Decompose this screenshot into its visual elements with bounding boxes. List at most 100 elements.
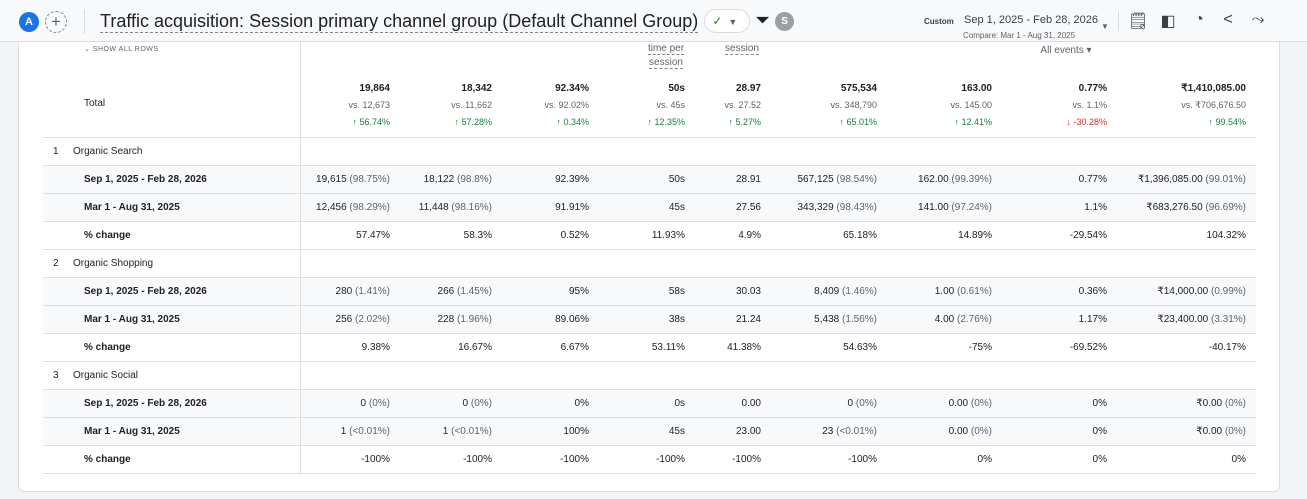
cell-value: ₹1,396,085.00 <box>1137 173 1203 185</box>
table-cell: 8,409 (1.46%) <box>771 277 887 306</box>
cell-share: (2.76%) <box>956 313 992 325</box>
add-comparison-button[interactable]: + <box>45 11 67 33</box>
table-cell: 38s <box>599 305 695 334</box>
table-cell: -100% <box>300 445 400 474</box>
date-dropdown-icon[interactable]: ▼ <box>1101 22 1109 31</box>
share-icon[interactable]: < <box>1223 11 1233 28</box>
filter-icon[interactable]: ⏷ <box>756 12 770 29</box>
channel-name: Organic Search <box>73 145 143 157</box>
change-value: ↑ 12.41% <box>954 116 992 127</box>
group-row[interactable]: 2 Organic Shopping <box>43 249 1256 278</box>
total-value: 575,534 <box>840 82 877 94</box>
cell-value: 11.93% <box>651 229 685 241</box>
date-range-picker[interactable]: Sep 1, 2025 - Feb 28, 2026 <box>964 14 1098 26</box>
cell-value: 0.00 <box>948 397 969 409</box>
cell-value: 0% <box>977 453 992 465</box>
table-cell: 1 (<0.01%) <box>300 417 400 446</box>
cell-value: 0% <box>1092 453 1107 465</box>
cell-value: 23 <box>822 425 834 437</box>
row-label: Mar 1 - Aug 31, 2025 <box>43 305 301 334</box>
cell-share: (1.45%) <box>456 285 492 297</box>
spark-icon[interactable]: ⤳ <box>1251 11 1265 28</box>
page-title: Traffic acquisition: Session primary cha… <box>100 10 699 33</box>
cell-value: 0 <box>462 397 469 409</box>
group-row[interactable]: 3 Organic Social <box>43 361 1256 390</box>
table-cell: 16.67% <box>400 333 502 362</box>
comparison-value: vs. 145.00 <box>950 99 992 110</box>
cell-value: 1 <box>340 425 347 437</box>
table-cell: 0.52% <box>502 221 599 250</box>
cell-value: 0% <box>1092 425 1107 437</box>
user-avatar[interactable]: S <box>775 11 795 31</box>
cell-share: (0%) <box>855 397 877 409</box>
cell-value: -29.54% <box>1069 229 1107 241</box>
cell-share: (1.46%) <box>841 285 877 297</box>
table-cell: ₹683,276.50 (96.69%) <box>1117 193 1256 222</box>
table-cell: 343,329 (98.43%) <box>771 193 887 222</box>
cell-value: 0% <box>1231 453 1246 465</box>
cell-value: -100% <box>560 453 589 465</box>
table-cell: 19,615 (98.75%) <box>300 165 400 194</box>
cell-share: (<0.01%) <box>451 425 492 437</box>
cell-value: 21.24 <box>735 313 761 325</box>
table-cell: 6.67% <box>502 333 599 362</box>
cell-value: 0.36% <box>1078 285 1107 297</box>
cell-value: 28.91 <box>735 173 761 185</box>
cell-value: 100% <box>563 425 589 437</box>
channel-name: Organic Shopping <box>73 257 154 269</box>
cell-value: 16.67% <box>458 341 492 353</box>
table-cell: 0.36% <box>1002 277 1117 306</box>
table-row: Sep 1, 2025 - Feb 28, 2026 19,615 (98.75%… <box>43 165 1256 194</box>
cell-value: 0.00 <box>948 425 969 437</box>
total-value: 92.34% <box>555 82 589 94</box>
total-label: Total <box>43 40 301 138</box>
cell-value: ₹0.00 <box>1196 425 1223 437</box>
comparison-value: vs. 11,662 <box>451 99 492 110</box>
table-cell: 1.17% <box>1002 305 1117 334</box>
insights-icon[interactable]: ◔ <box>1194 11 1204 28</box>
customize-report-icon[interactable]: 🗒 <box>1128 13 1149 30</box>
total-value: 19,864 <box>359 82 390 94</box>
cell-value: 0s <box>674 397 685 409</box>
cell-share: (1.41%) <box>354 285 390 297</box>
cell-value: 5,438 <box>814 313 840 325</box>
group-row[interactable]: 1 Organic Search <box>43 137 1256 166</box>
row-number: 3 <box>53 369 59 381</box>
status-dropdown[interactable]: ✓ ▼ <box>704 9 751 33</box>
row-label: % change <box>43 445 301 474</box>
change-value: ↑ 99.54% <box>1208 116 1246 127</box>
table-cell: ₹1,396,085.00 (99.01%) <box>1117 165 1256 194</box>
table-cell: 4.00 (2.76%) <box>887 305 1002 334</box>
row-label: Mar 1 - Aug 31, 2025 <box>43 417 301 446</box>
empty-cell <box>599 361 695 390</box>
account-avatar[interactable]: A <box>19 12 39 32</box>
total-cell: ₹1,410,085.00 vs. ₹706,676.50 ↑ 99.54% <box>1117 40 1256 138</box>
cell-value: 256 <box>335 313 353 325</box>
cell-share: (0%) <box>1224 425 1246 437</box>
cell-share: (99.39%) <box>951 173 992 185</box>
comparison-value: vs. 12,673 <box>348 99 390 110</box>
table-cell: 23.00 <box>695 417 771 446</box>
row-label: % change <box>43 333 301 362</box>
table-cell: 95% <box>502 277 599 306</box>
cell-value: -100% <box>848 453 877 465</box>
table-cell: 0 (0%) <box>400 389 502 418</box>
cell-value: 58s <box>668 285 685 297</box>
cell-value: 38s <box>668 313 685 325</box>
cell-share: (99.01%) <box>1205 173 1246 185</box>
change-value: ↑ 56.74% <box>352 116 390 127</box>
cell-value: 0.77% <box>1078 173 1107 185</box>
table-cell: 162.00 (99.39%) <box>887 165 1002 194</box>
row-label: % change <box>43 221 301 250</box>
group-label: 3 Organic Social <box>43 361 301 390</box>
empty-cell <box>400 249 502 278</box>
table-cell: 27.56 <box>695 193 771 222</box>
table-cell: 23 (<0.01%) <box>771 417 887 446</box>
table-cell: ₹0.00 (0%) <box>1117 417 1256 446</box>
table-cell: ₹14,000.00 (0.99%) <box>1117 277 1256 306</box>
empty-cell <box>502 249 599 278</box>
channel-name: Organic Social <box>73 369 139 381</box>
table-cell: ₹0.00 (0%) <box>1117 389 1256 418</box>
cell-share: (0%) <box>970 425 992 437</box>
compare-icon[interactable]: ◧ <box>1160 13 1176 30</box>
